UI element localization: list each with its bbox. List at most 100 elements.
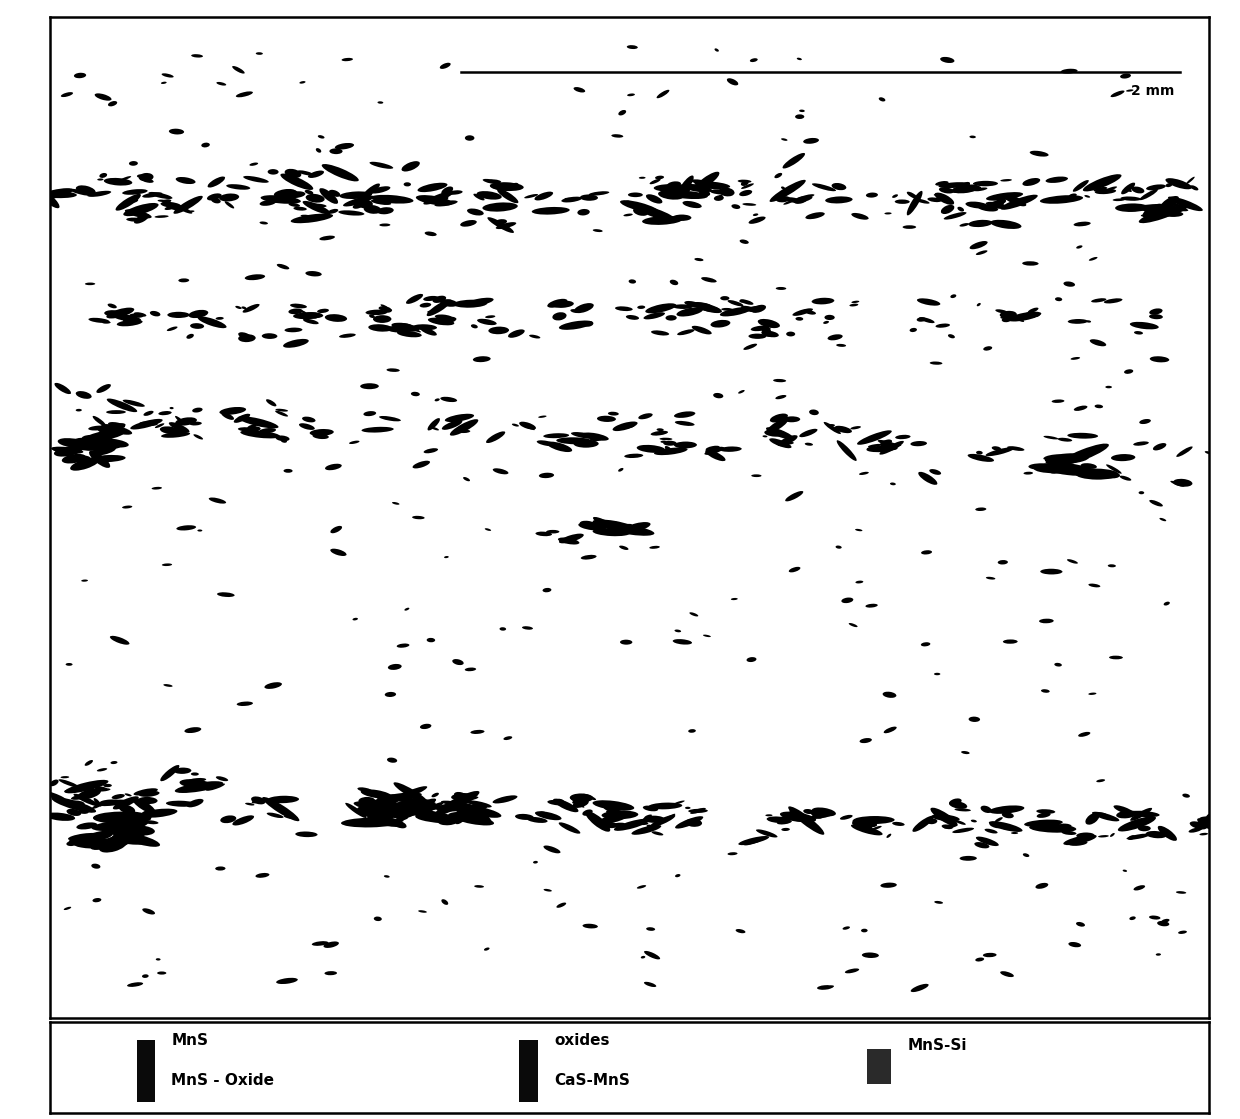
Ellipse shape <box>649 802 682 809</box>
Ellipse shape <box>1115 204 1148 211</box>
Ellipse shape <box>425 814 450 824</box>
Ellipse shape <box>384 809 408 818</box>
Ellipse shape <box>799 197 812 203</box>
Ellipse shape <box>538 811 547 816</box>
Ellipse shape <box>919 317 935 323</box>
Ellipse shape <box>823 321 830 323</box>
Ellipse shape <box>892 195 898 198</box>
Ellipse shape <box>1189 827 1203 833</box>
Ellipse shape <box>441 420 463 430</box>
Ellipse shape <box>108 422 125 429</box>
Ellipse shape <box>62 454 86 463</box>
Ellipse shape <box>797 195 815 200</box>
Ellipse shape <box>290 303 308 309</box>
Ellipse shape <box>812 808 836 817</box>
Ellipse shape <box>574 303 594 313</box>
Ellipse shape <box>126 836 141 843</box>
Ellipse shape <box>157 199 167 201</box>
Ellipse shape <box>35 188 73 200</box>
Ellipse shape <box>398 802 409 808</box>
Ellipse shape <box>761 330 779 337</box>
Ellipse shape <box>781 187 792 192</box>
Ellipse shape <box>955 808 971 811</box>
Ellipse shape <box>1161 207 1187 217</box>
Ellipse shape <box>392 820 407 828</box>
Ellipse shape <box>675 421 694 426</box>
Ellipse shape <box>837 440 857 461</box>
Ellipse shape <box>670 185 689 194</box>
Ellipse shape <box>580 195 598 200</box>
Ellipse shape <box>243 176 269 182</box>
Ellipse shape <box>766 419 789 433</box>
Ellipse shape <box>224 201 234 208</box>
Ellipse shape <box>275 435 290 441</box>
Ellipse shape <box>1059 824 1071 828</box>
Ellipse shape <box>589 191 609 196</box>
Ellipse shape <box>162 199 171 204</box>
Ellipse shape <box>370 162 393 169</box>
Ellipse shape <box>851 825 883 836</box>
Ellipse shape <box>408 798 418 805</box>
Ellipse shape <box>105 830 119 836</box>
Ellipse shape <box>976 837 998 846</box>
Ellipse shape <box>525 194 538 198</box>
Ellipse shape <box>389 802 423 810</box>
Ellipse shape <box>985 840 991 843</box>
Ellipse shape <box>614 819 650 830</box>
Ellipse shape <box>40 790 66 801</box>
Ellipse shape <box>613 422 637 431</box>
Ellipse shape <box>465 811 487 815</box>
Ellipse shape <box>74 438 120 449</box>
Ellipse shape <box>1111 454 1136 461</box>
Ellipse shape <box>270 190 296 203</box>
Ellipse shape <box>435 314 453 320</box>
Ellipse shape <box>583 793 596 800</box>
Ellipse shape <box>123 811 151 821</box>
Ellipse shape <box>113 314 141 322</box>
Ellipse shape <box>1110 833 1115 837</box>
Ellipse shape <box>691 179 712 185</box>
Ellipse shape <box>126 217 144 222</box>
Ellipse shape <box>625 424 635 429</box>
Ellipse shape <box>241 430 280 439</box>
Ellipse shape <box>94 798 102 807</box>
Ellipse shape <box>466 800 492 808</box>
Ellipse shape <box>393 803 409 808</box>
Ellipse shape <box>453 300 487 308</box>
Ellipse shape <box>836 185 844 189</box>
Ellipse shape <box>1001 179 1012 181</box>
Ellipse shape <box>994 817 1003 822</box>
Ellipse shape <box>573 440 599 448</box>
Ellipse shape <box>69 189 92 196</box>
Ellipse shape <box>64 780 108 793</box>
Ellipse shape <box>642 806 658 811</box>
Text: MnS - Oxide: MnS - Oxide <box>171 1073 274 1088</box>
Ellipse shape <box>362 810 383 817</box>
Ellipse shape <box>949 799 962 806</box>
Ellipse shape <box>968 219 992 227</box>
Ellipse shape <box>708 186 717 189</box>
Ellipse shape <box>99 799 122 805</box>
Ellipse shape <box>486 179 501 184</box>
Ellipse shape <box>72 443 87 450</box>
Ellipse shape <box>1171 204 1185 208</box>
Ellipse shape <box>89 451 110 468</box>
Ellipse shape <box>487 217 513 233</box>
Ellipse shape <box>1034 464 1076 473</box>
Text: MnS: MnS <box>171 1033 208 1047</box>
Ellipse shape <box>804 809 813 814</box>
Ellipse shape <box>419 303 432 308</box>
Ellipse shape <box>790 810 799 821</box>
Ellipse shape <box>394 802 424 810</box>
Ellipse shape <box>386 309 392 312</box>
Ellipse shape <box>114 812 153 824</box>
Ellipse shape <box>413 325 436 330</box>
Ellipse shape <box>1023 178 1040 186</box>
Bar <box>520 1040 538 1102</box>
Ellipse shape <box>236 819 244 822</box>
Ellipse shape <box>36 188 60 208</box>
Ellipse shape <box>392 322 419 331</box>
Ellipse shape <box>361 789 392 799</box>
Ellipse shape <box>784 197 802 203</box>
Ellipse shape <box>68 833 99 840</box>
